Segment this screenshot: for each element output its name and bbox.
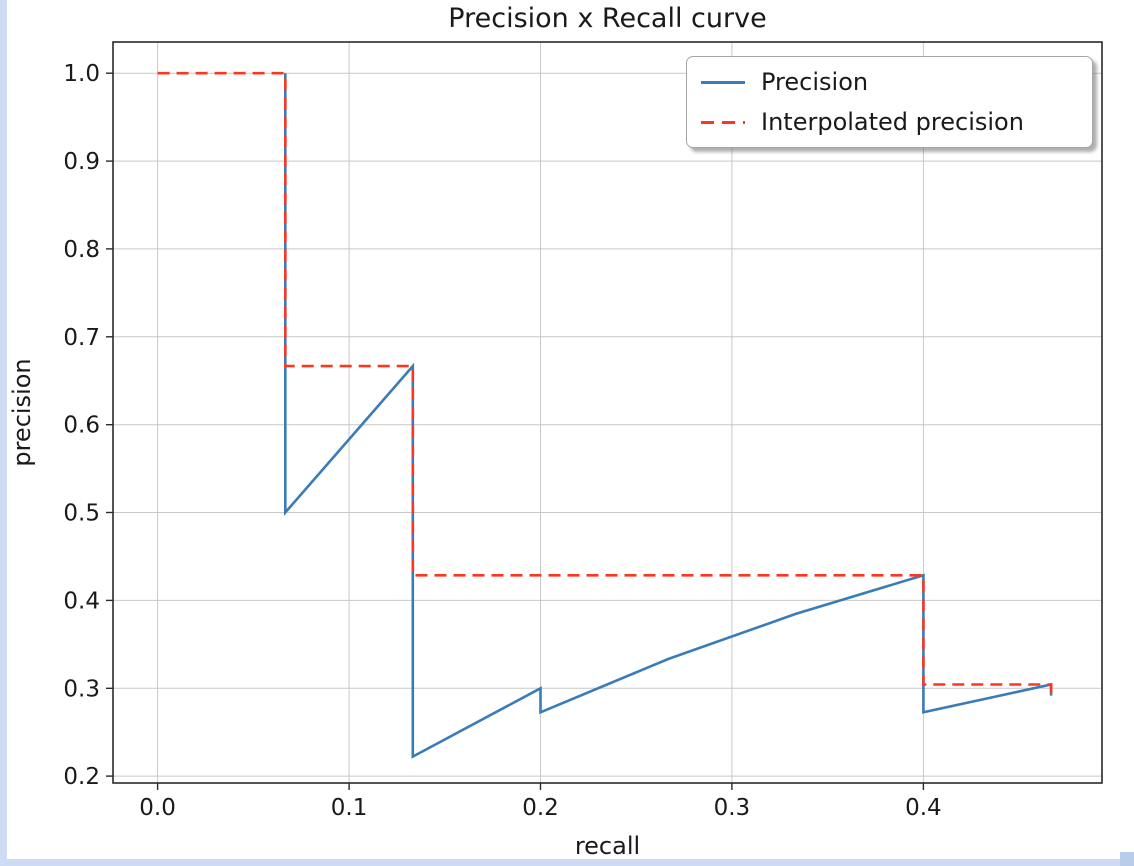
y-tick-labels: 0.2 0.3 0.4 0.5 0.6 0.7 0.8 0.9 1.0 xyxy=(63,61,100,790)
y-tick-label: 0.8 xyxy=(63,237,100,263)
y-tick-label: 0.7 xyxy=(63,325,100,351)
plot-frame xyxy=(112,41,1103,784)
y-axis-label: precision xyxy=(8,358,36,466)
precision-line-sample xyxy=(701,80,745,84)
tick-marks xyxy=(106,72,925,790)
interpolated-precision-line-sample xyxy=(701,120,745,124)
x-tick-label: 0.4 xyxy=(905,795,942,821)
x-tick-label: 0.1 xyxy=(331,795,368,821)
y-tick-label: 0.3 xyxy=(63,676,100,702)
x-tick-label: 0.0 xyxy=(139,795,176,821)
precision-line xyxy=(283,73,1053,759)
y-tick-label: 0.5 xyxy=(63,501,100,527)
viewer-corner xyxy=(1120,852,1134,866)
x-axis-label: recall xyxy=(575,832,640,860)
legend-item-precision: Precision xyxy=(687,62,1092,102)
legend-label-precision: Precision xyxy=(761,68,869,96)
legend: Precision Interpolated precision xyxy=(686,56,1093,148)
viewer-left-edge xyxy=(0,0,7,866)
y-tick-label: 0.4 xyxy=(63,588,100,614)
x-tick-labels: 0.0 0.1 0.2 0.3 0.4 xyxy=(139,795,941,821)
interpolated-precision-line xyxy=(157,71,1053,696)
y-tick-label: 0.9 xyxy=(63,149,100,175)
y-tick-label: 0.2 xyxy=(63,764,100,790)
x-tick-label: 0.2 xyxy=(522,795,559,821)
grid xyxy=(113,42,1102,783)
legend-label-interpolated-precision: Interpolated precision xyxy=(761,108,1024,136)
series-lines xyxy=(157,71,1053,759)
viewer-bottom-edge xyxy=(0,859,1134,866)
y-tick-label: 0.6 xyxy=(63,413,100,439)
x-tick-label: 0.3 xyxy=(714,795,751,821)
chart-title: Precision x Recall curve xyxy=(448,3,766,34)
legend-item-interpolated-precision: Interpolated precision xyxy=(687,102,1092,142)
y-tick-label: 1.0 xyxy=(63,61,100,87)
